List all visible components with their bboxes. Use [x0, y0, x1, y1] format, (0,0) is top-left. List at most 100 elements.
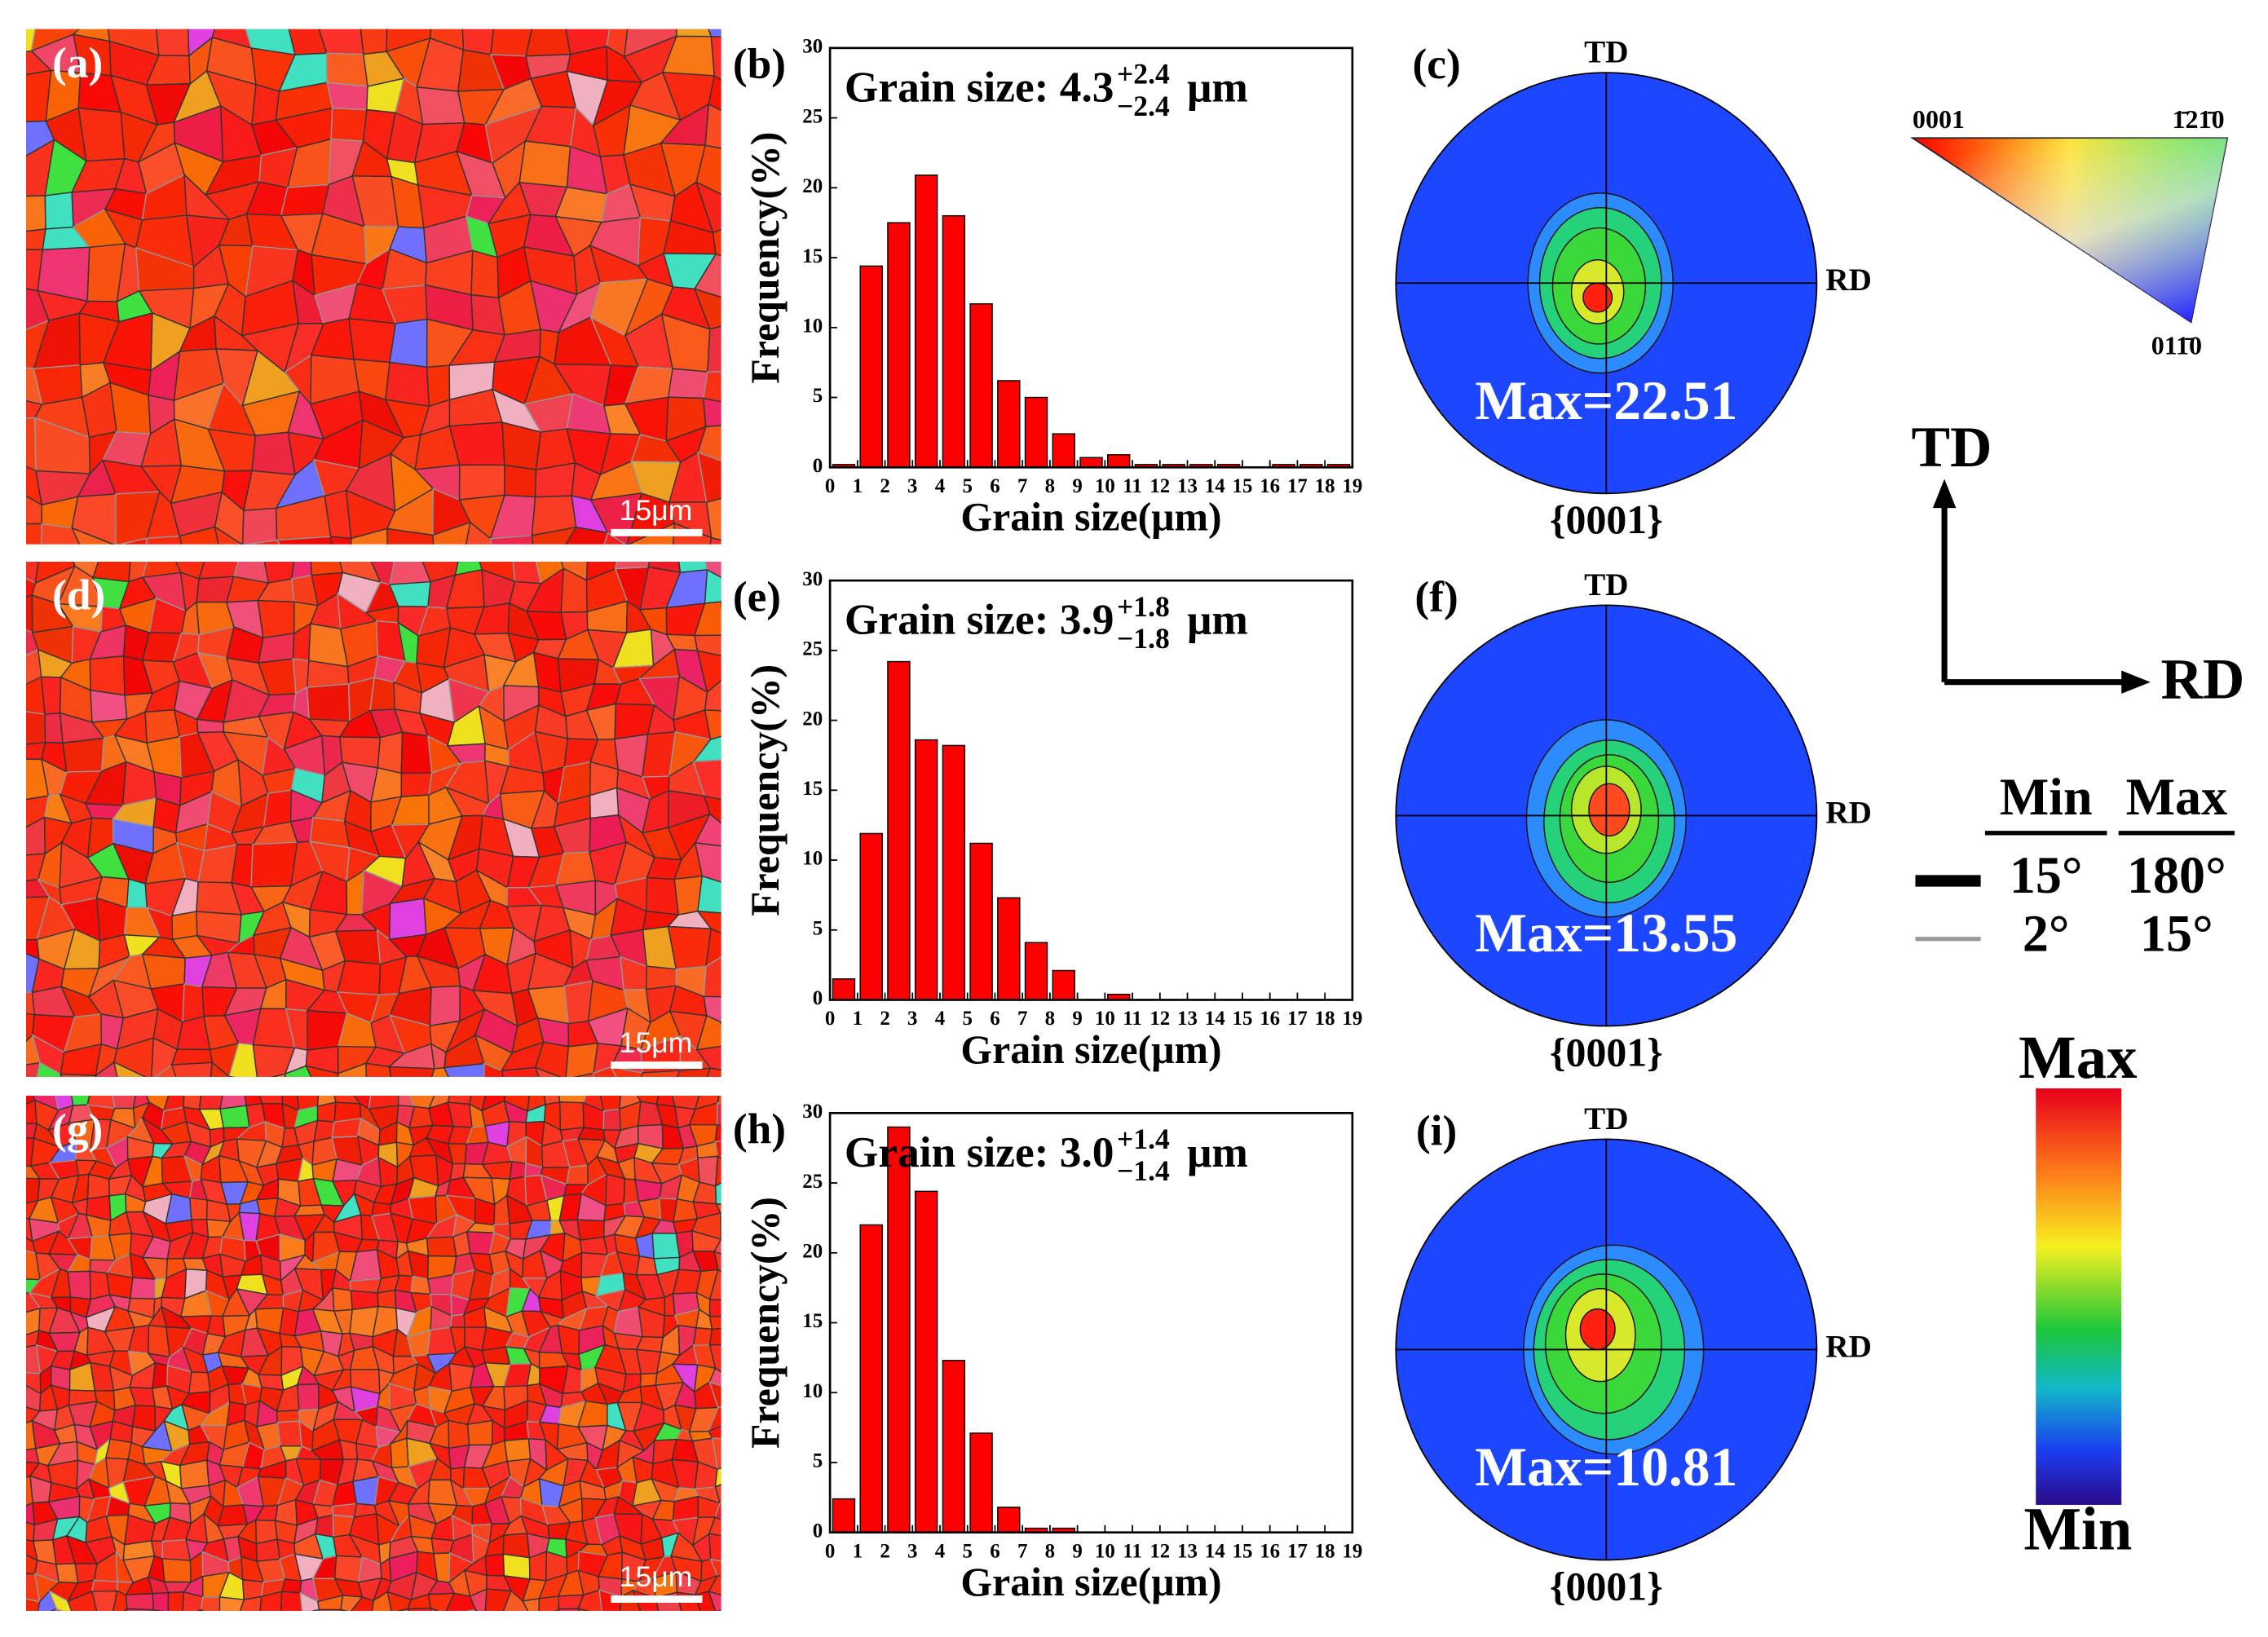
grain	[397, 1095, 416, 1108]
x-tick-label: 0	[825, 1008, 835, 1030]
x-tick-label: 8	[1045, 1008, 1055, 1030]
grain	[598, 1589, 622, 1611]
bar	[1079, 457, 1103, 468]
panel-label: (d)	[52, 570, 105, 619]
grain	[388, 1066, 435, 1077]
grain	[26, 991, 36, 1016]
x-tick-label: 7	[1017, 1540, 1027, 1562]
axes-key: TD RD	[1912, 416, 2245, 712]
grain	[263, 561, 295, 584]
grain	[732, 1044, 755, 1080]
grain	[715, 1182, 721, 1205]
grain	[714, 1467, 721, 1489]
y-tick-label: 5	[813, 1450, 823, 1472]
grain	[534, 1041, 570, 1077]
grain	[123, 1607, 128, 1611]
grain	[708, 29, 721, 38]
bar	[942, 214, 966, 468]
pf-label: RD	[1825, 1329, 1872, 1364]
grain	[694, 634, 721, 657]
x-tick-label: 10	[1095, 475, 1115, 497]
bar	[832, 978, 856, 1001]
grain	[89, 655, 126, 696]
grain	[566, 1164, 589, 1185]
annotation-upper: +2.4	[1117, 58, 1170, 90]
grain	[340, 1608, 348, 1611]
grain	[285, 1065, 312, 1077]
grain	[667, 368, 708, 399]
bar	[969, 1432, 993, 1533]
grain	[351, 1612, 372, 1636]
grain	[390, 1437, 409, 1469]
grain	[447, 1095, 472, 1105]
grain	[430, 1607, 439, 1611]
grain	[258, 633, 295, 664]
grain	[715, 1610, 721, 1611]
bar	[887, 222, 911, 468]
colorbar-rect	[2036, 1088, 2122, 1505]
grain	[708, 1533, 721, 1562]
grain	[311, 1608, 320, 1611]
grain	[200, 1596, 221, 1611]
x-tick-label: 9	[1072, 475, 1082, 497]
key-cell: 15°	[2010, 846, 2083, 904]
pf-label: {0001}	[1550, 497, 1663, 542]
x-tick-label: 13	[1177, 475, 1198, 497]
x-tick-label: 3	[907, 1540, 917, 1562]
grain	[290, 561, 312, 580]
grain	[708, 1299, 721, 1317]
x-tick-label: 3	[907, 1008, 917, 1030]
grain	[602, 1108, 621, 1131]
grains	[26, 1095, 721, 1636]
grain	[104, 1438, 133, 1460]
pf-contour	[1582, 282, 1613, 313]
annotation-lower: −2.4	[1117, 90, 1170, 122]
grain	[310, 561, 344, 576]
grain	[200, 1608, 205, 1611]
key-header: Min	[2000, 768, 2093, 826]
pf-max: Max=13.55	[1475, 902, 1737, 964]
grain	[26, 523, 43, 545]
grain	[603, 532, 627, 545]
y-tick-label: 0	[813, 1520, 823, 1542]
ipf-label: 011̄0	[2151, 331, 2202, 360]
y-tick-label: 30	[802, 36, 823, 58]
grain	[694, 813, 721, 847]
grain	[706, 1067, 721, 1077]
grain	[715, 1610, 717, 1611]
annotation-unit: μm	[1187, 63, 1248, 112]
grain	[280, 183, 330, 217]
y-tick-label: 10	[802, 1380, 823, 1402]
grain	[693, 253, 721, 298]
pole-figure: (f) TD RD {0001} Max=13.55	[1395, 567, 1872, 1074]
grain	[470, 249, 500, 299]
grain	[26, 938, 40, 960]
grain	[696, 650, 721, 694]
grain	[112, 1095, 136, 1110]
grain	[92, 1617, 112, 1635]
grain	[326, 52, 368, 87]
x-tick-label: 12	[1149, 1008, 1170, 1030]
bar	[969, 302, 993, 468]
grain	[718, 1021, 721, 1025]
y-tick-label: 25	[802, 638, 823, 660]
grain	[713, 1250, 721, 1273]
y-tick-label: 10	[802, 315, 823, 338]
x-tick-label: 12	[1149, 475, 1170, 497]
y-axis-label: Frequency(%)	[743, 132, 788, 384]
grain	[329, 536, 352, 545]
grain	[170, 1061, 214, 1077]
grain	[338, 1062, 368, 1077]
grain	[705, 497, 721, 541]
grain	[276, 1420, 302, 1447]
grain	[576, 1127, 606, 1141]
grain	[340, 1595, 364, 1611]
ipf-triangle-overlay	[1912, 138, 2228, 323]
grain	[709, 1558, 721, 1577]
x-tick-label: 0	[825, 475, 835, 497]
grain	[605, 1173, 626, 1207]
x-tick-label: 6	[990, 1540, 999, 1562]
grain	[704, 103, 721, 149]
grain	[371, 1591, 392, 1611]
